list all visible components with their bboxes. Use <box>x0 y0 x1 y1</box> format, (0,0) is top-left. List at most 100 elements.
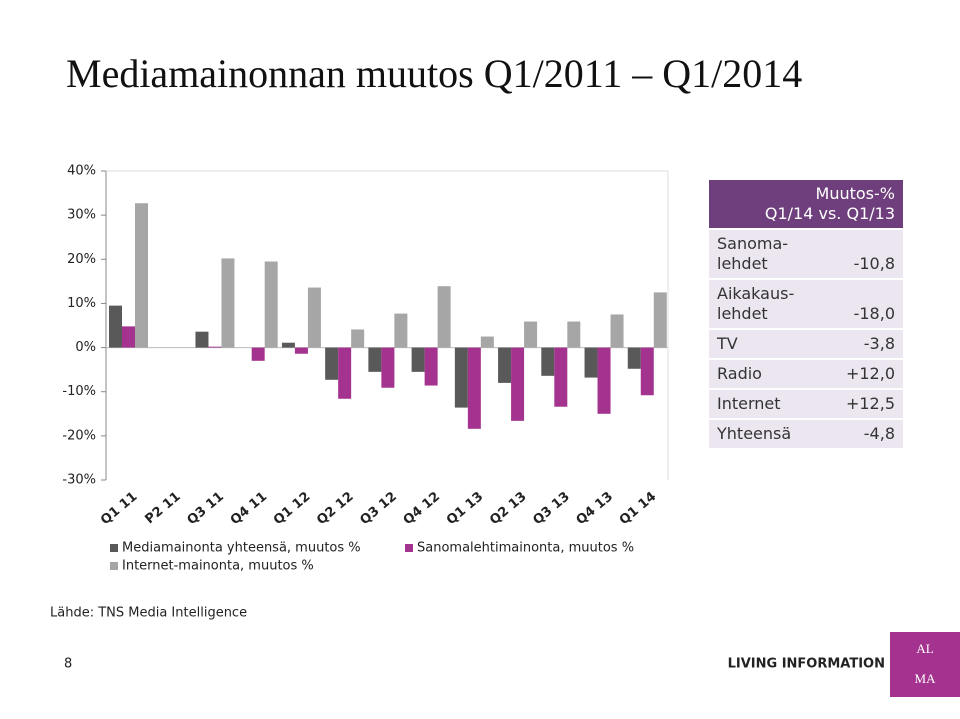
bar <box>221 258 235 348</box>
label-line: lehdet <box>717 304 768 323</box>
bar <box>109 305 122 348</box>
table-row: Yhteensä -4,8 <box>709 420 903 448</box>
label-line: lehdet <box>717 254 768 273</box>
logo-tagline: LIVING INFORMATION <box>728 657 885 672</box>
bar <box>135 203 148 348</box>
bar <box>307 287 321 348</box>
y-tick-label: 0% <box>75 340 96 355</box>
label-line: Yhteensä <box>717 424 792 443</box>
page-number: 8 <box>64 657 72 672</box>
bar <box>480 336 494 348</box>
bar <box>208 346 222 348</box>
bar <box>122 326 135 348</box>
bar <box>281 342 295 348</box>
x-tick-label: Q1 11 <box>98 489 140 528</box>
logo-mark: MA <box>915 671 937 686</box>
x-tick-label: Q1 12 <box>271 489 313 528</box>
row-value: -4,8 <box>823 420 903 448</box>
legend-swatch <box>110 562 118 570</box>
x-tick-label: Q1 14 <box>617 489 659 528</box>
row-label: Yhteensä <box>709 420 824 448</box>
table-row: Aikakaus-lehdet -18,0 <box>709 280 903 328</box>
y-tick-label: -20% <box>62 428 96 443</box>
y-tick-label: 20% <box>67 252 96 267</box>
label-line: Sanoma- <box>717 234 789 253</box>
bar <box>511 347 525 421</box>
bar <box>394 313 408 348</box>
bar <box>524 321 538 348</box>
bar <box>325 347 339 380</box>
y-tick-label: 30% <box>67 208 96 223</box>
logo-box <box>890 632 960 697</box>
table-row: TV -3,8 <box>709 330 903 358</box>
label-line: Internet <box>717 394 781 413</box>
bar <box>251 347 265 361</box>
bar <box>195 331 209 348</box>
change-table: Muutos-% Q1/14 vs. Q1/13 Sanoma-lehdet -10,… <box>709 178 903 450</box>
bar <box>541 347 555 376</box>
bar <box>653 292 667 348</box>
legend-label: Internet-mainonta, muutos % <box>122 559 314 574</box>
bar <box>627 347 641 369</box>
x-tick-label: P2 11 <box>142 489 183 527</box>
x-tick-label: Q2 13 <box>487 489 529 528</box>
table-row: Internet +12,5 <box>709 390 903 418</box>
x-tick-label: Q4 11 <box>228 489 270 528</box>
x-tick-label: Q4 12 <box>401 489 443 528</box>
bar <box>597 347 611 414</box>
bar <box>584 347 598 378</box>
label-line: Aikakaus- <box>717 284 795 303</box>
y-tick-label: 40% <box>67 164 96 179</box>
label-line: TV <box>717 334 738 353</box>
y-tick-label: -10% <box>62 384 96 399</box>
row-value: +12,0 <box>823 360 903 388</box>
x-tick-label: Q2 12 <box>314 489 356 528</box>
row-label: Aikakaus-lehdet <box>709 280 824 328</box>
bar <box>467 347 481 429</box>
table-row: Sanoma-lehdet -10,8 <box>709 230 903 278</box>
legend-swatch <box>405 544 413 552</box>
bar <box>368 347 382 372</box>
bar <box>294 347 308 354</box>
slide-title: Mediamainonnan muutos Q1/2011 – Q1/2014 <box>66 51 802 96</box>
legend-swatch <box>110 544 118 552</box>
bar <box>554 347 568 407</box>
y-tick-label: 10% <box>67 296 96 311</box>
bar <box>411 347 425 372</box>
legend-label: Mediamainonta yhteensä, muutos % <box>122 541 361 556</box>
x-tick-label: Q3 11 <box>185 489 227 528</box>
row-label: Sanoma-lehdet <box>709 230 824 278</box>
bar <box>498 347 512 383</box>
bar <box>454 347 468 408</box>
bar <box>424 347 438 386</box>
bar <box>381 347 395 388</box>
bar <box>610 314 624 348</box>
x-tick-label: Q1 13 <box>444 489 486 528</box>
row-value: +12,5 <box>823 390 903 418</box>
x-tick-label: Q3 12 <box>357 489 399 528</box>
x-tick-label: Q4 13 <box>574 489 616 528</box>
label-line: Radio <box>717 364 762 383</box>
logo-mark: AL <box>916 641 933 656</box>
bar <box>351 329 365 348</box>
row-label: TV <box>709 330 824 358</box>
bar <box>264 261 278 348</box>
y-tick-label: -30% <box>62 473 96 488</box>
row-label: Internet <box>709 390 824 418</box>
table-row: Radio +12,0 <box>709 360 903 388</box>
row-label: Radio <box>709 360 824 388</box>
row-value: -3,8 <box>823 330 903 358</box>
bar <box>640 347 654 396</box>
header-cell: Muutos-% Q1/14 vs. Q1/13 <box>709 180 903 228</box>
bar <box>338 347 352 399</box>
row-value: -10,8 <box>823 230 903 278</box>
source: Lähde: TNS Media Intelligence <box>50 606 247 621</box>
header-line: Q1/14 vs. Q1/13 <box>764 204 895 223</box>
header-row: Muutos-% Q1/14 vs. Q1/13 <box>709 180 903 228</box>
row-value: -18,0 <box>823 280 903 328</box>
legend-label: Sanomalehtimainonta, muutos % <box>417 541 634 556</box>
bar <box>437 286 451 348</box>
bar <box>567 321 581 348</box>
